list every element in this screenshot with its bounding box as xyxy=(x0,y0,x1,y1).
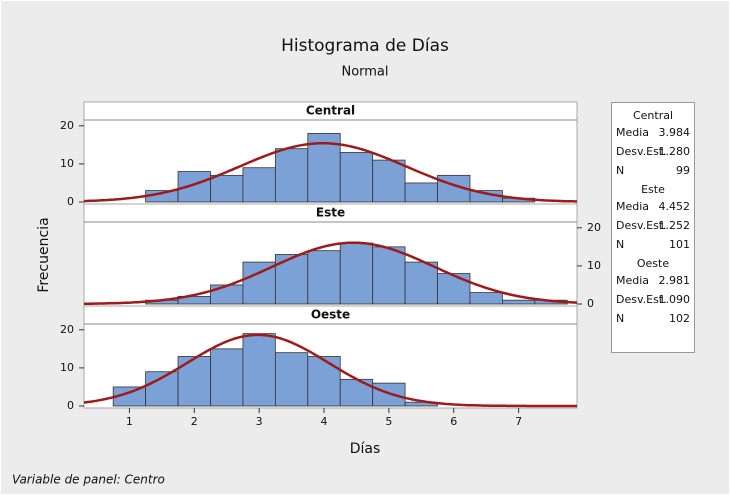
y-tick-label: 10 xyxy=(587,259,601,272)
x-tick-label: 4 xyxy=(321,415,328,428)
histogram-bar xyxy=(372,246,406,305)
x-tick-label: 7 xyxy=(515,415,522,428)
x-tick-label: 5 xyxy=(385,415,392,428)
y-tick-label: 0 xyxy=(587,297,594,310)
legend-stat-value: 4.452 xyxy=(659,200,691,213)
histogram-bar xyxy=(210,348,244,407)
legend-box xyxy=(611,102,695,353)
y-tick-label: 10 xyxy=(60,361,74,374)
legend-heading: Oeste xyxy=(637,257,669,270)
x-axis-label: Días xyxy=(350,441,381,457)
legend-stat-name: Media xyxy=(616,274,649,287)
histogram-bar xyxy=(502,299,536,305)
histogram-bar xyxy=(177,356,211,407)
histogram-bar xyxy=(177,171,211,203)
histogram-bar xyxy=(242,333,276,407)
legend-stat-value: 1.090 xyxy=(659,293,691,306)
x-tick-label: 6 xyxy=(450,415,457,428)
legend-stat-name: Media xyxy=(616,200,649,213)
histogram-bar xyxy=(339,242,374,305)
footer: Variable de panel: Centro xyxy=(12,473,165,487)
chart-title: Histograma de Días xyxy=(281,36,449,56)
x-tick-label: 2 xyxy=(191,415,198,428)
y-tick-label: 20 xyxy=(587,221,601,234)
histogram-bar xyxy=(210,174,244,203)
legend-stat-name: N xyxy=(616,312,624,325)
histogram-bar xyxy=(437,273,471,305)
legend-stat-name: N xyxy=(616,238,624,251)
legend-stat-name: Media xyxy=(616,126,649,139)
legend-stat-value: 1.252 xyxy=(659,219,691,232)
y-axis-label: Frecuencia xyxy=(36,217,52,292)
legend-heading: Este xyxy=(641,183,665,196)
histogram-bar xyxy=(339,378,374,407)
y-tick-label: 10 xyxy=(60,157,74,170)
chart-subtitle: Normal xyxy=(341,65,388,80)
histogram-bar xyxy=(372,382,406,407)
legend-stat-value: 101 xyxy=(669,238,690,251)
legend-stat-name: N xyxy=(616,164,624,177)
y-tick-label: 20 xyxy=(60,119,74,132)
y-tick-label: 0 xyxy=(67,399,74,412)
x-tick-label: 3 xyxy=(256,415,263,428)
legend-stat-value: 3.984 xyxy=(659,126,691,139)
legend-heading: Central xyxy=(633,109,673,122)
y-tick-label: 0 xyxy=(67,195,74,208)
normal-fit xyxy=(84,241,578,305)
strip-label: Este xyxy=(316,206,345,220)
histogram-bar xyxy=(372,159,406,203)
legend-stat-name: Desv.Est. xyxy=(616,219,667,232)
legend-stat-value: 102 xyxy=(669,312,690,325)
y-tick-label: 20 xyxy=(60,323,74,336)
x-tick-label: 1 xyxy=(126,415,133,428)
legend-stat-name: Desv.Est. xyxy=(616,293,667,306)
legend-stat-name: Desv.Est. xyxy=(616,145,667,158)
histogram-bar xyxy=(274,352,309,407)
legend-stat-value: 1.280 xyxy=(659,145,691,158)
legend-stat-value: 2.981 xyxy=(659,274,691,287)
histogram-bar xyxy=(242,167,276,203)
histogram-bar xyxy=(307,356,341,407)
strip-label: Oeste xyxy=(311,308,350,322)
histogram-bar xyxy=(307,250,341,305)
histogram-bar xyxy=(469,292,503,305)
histogram-bar xyxy=(404,182,438,203)
strip-label: Central xyxy=(306,104,355,118)
histogram-bar xyxy=(339,152,374,203)
histogram-bar xyxy=(210,284,244,305)
normal-fit xyxy=(83,141,578,203)
normal-fit xyxy=(83,333,577,408)
histogram-bar xyxy=(274,148,309,203)
histogram-bar xyxy=(404,261,438,305)
legend-stat-value: 99 xyxy=(676,164,690,177)
